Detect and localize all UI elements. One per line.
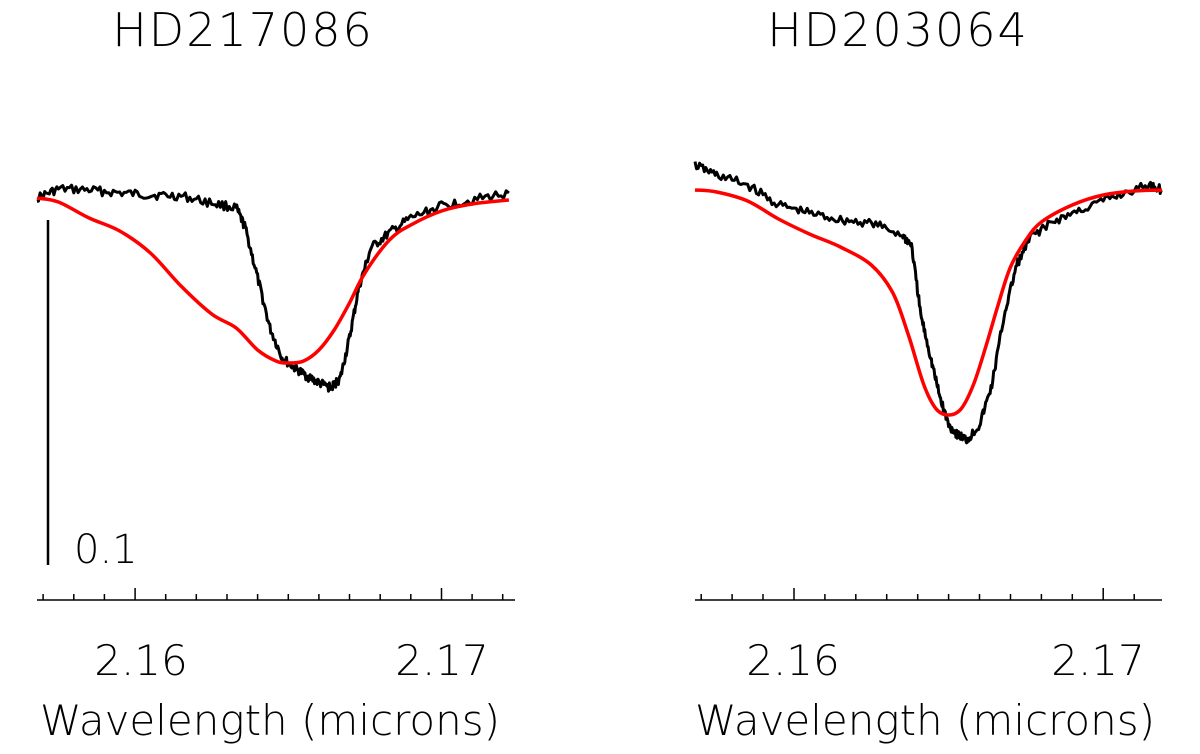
observed-spectrum-line	[693, 161, 1163, 445]
observed-spectrum-line	[36, 183, 510, 393]
scale-bar-label: 0.1	[74, 527, 138, 573]
model-profile-line	[694, 188, 1163, 417]
x-axis-ticks	[42, 588, 504, 600]
x-tick-label: 2.16	[94, 636, 188, 685]
x-tick-label: 2.17	[395, 636, 489, 685]
x-tick-label: 2.16	[746, 636, 840, 685]
panel-title: HD203064	[767, 3, 1029, 57]
plot-area	[693, 161, 1163, 445]
x-tick-label: 2.17	[1051, 636, 1145, 685]
x-axis-label: Wavelength (microns)	[40, 696, 500, 745]
panel-title: HD217086	[112, 3, 374, 57]
model-profile-line	[36, 196, 510, 365]
x-axis-ticks	[700, 588, 1135, 600]
x-axis-label: Wavelength (microns)	[695, 696, 1155, 745]
plot-area	[36, 183, 510, 393]
panel-hd203064: HD203064 2.16 2.17 Wavelength (microns)	[693, 3, 1163, 745]
panel-hd217086: HD217086 0.1 2.16 2.17 Wavelength (micro…	[36, 3, 515, 745]
